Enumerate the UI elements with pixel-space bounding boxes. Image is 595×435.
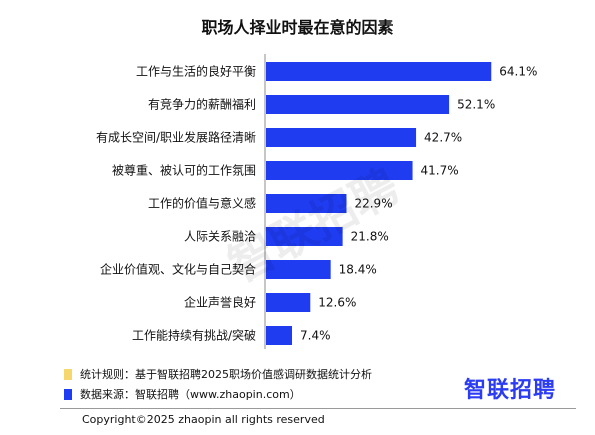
copyright-text: Copyright©2025 zhaopin all rights reserv… — [82, 413, 325, 426]
note-rule-marker — [64, 368, 72, 380]
data-label: 41.7% — [421, 164, 459, 178]
category-label: 工作的价值与意义感 — [148, 196, 256, 211]
category-label: 人际关系融洽 — [184, 230, 256, 244]
zhaopin-logo: 智联招聘 — [464, 378, 557, 403]
data-label: 7.4% — [300, 329, 331, 343]
footer-divider — [60, 408, 576, 409]
category-label: 被尊重、被认可的工作氛围 — [112, 163, 256, 178]
bar — [266, 260, 331, 279]
data-label: 21.8% — [351, 230, 389, 244]
data-label: 42.7% — [424, 131, 462, 145]
bar — [266, 95, 450, 114]
bar — [266, 326, 293, 345]
data-label: 12.6% — [318, 296, 356, 310]
data-label: 64.1% — [499, 65, 537, 79]
data-label: 52.1% — [457, 98, 495, 112]
note-source-text: 数据来源：智联招聘（www.zhaopin.com） — [80, 388, 301, 401]
note-source: 数据来源：智联招聘（www.zhaopin.com） — [64, 384, 372, 404]
bar — [266, 62, 492, 81]
chart-title: 职场人择业时最在意的因素 — [201, 18, 394, 37]
note-source-marker — [64, 388, 72, 400]
note-rule-text: 统计规则：基于智联招聘2025职场价值感调研数据统计分析 — [80, 368, 372, 381]
note-rule: 统计规则：基于智联招聘2025职场价值感调研数据统计分析 — [64, 364, 372, 384]
bar — [266, 293, 311, 312]
category-label: 企业声誉良好 — [184, 295, 256, 310]
bar — [266, 227, 343, 246]
category-label: 工作与生活的良好平衡 — [136, 64, 256, 79]
category-label: 有成长空间/职业发展路径清晰 — [96, 130, 256, 145]
category-label: 工作能持续有挑战/突破 — [132, 328, 256, 343]
bar — [266, 194, 347, 213]
bar — [266, 128, 417, 147]
notes: 统计规则：基于智联招聘2025职场价值感调研数据统计分析 数据来源：智联招聘（w… — [64, 364, 372, 404]
bar-chart: 工作与生活的良好平衡 64.1% 有竞争力的薪酬福利 52.1% 有成长空间/职业发展路… — [96, 54, 537, 349]
category-label: 有竞争力的薪酬福利 — [148, 97, 256, 112]
bar — [266, 161, 413, 180]
category-label: 企业价值观、文化与自己契合 — [100, 262, 256, 277]
data-label: 22.9% — [354, 197, 392, 211]
data-label: 18.4% — [339, 263, 377, 277]
